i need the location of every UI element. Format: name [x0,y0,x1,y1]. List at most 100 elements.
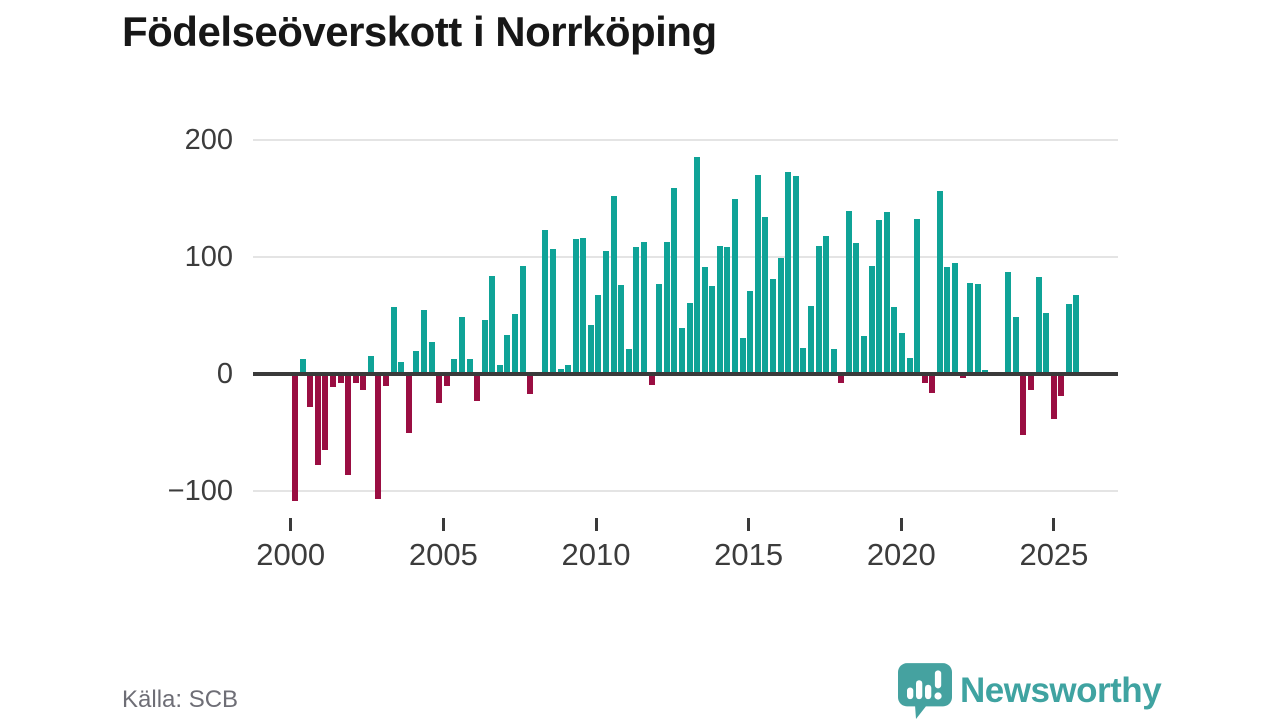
bar [398,362,405,374]
bar [967,282,974,374]
bar [420,309,427,374]
bar [777,257,784,374]
bar [641,241,647,374]
zero-axis-line [253,372,1118,376]
newsworthy-logo-text: Newsworthy [960,671,1162,710]
bar [542,229,549,374]
bar [883,212,890,374]
bar [800,348,807,374]
bar [610,195,617,374]
bar [709,286,716,374]
bar [292,374,298,501]
bar [1065,303,1072,374]
bar [1058,374,1065,397]
bar [792,175,799,374]
x-axis-tick [747,518,751,531]
bar [383,374,390,386]
bar [1035,276,1042,374]
bar [413,350,420,374]
bar [906,357,913,374]
bar [1012,316,1019,374]
bar [815,246,822,374]
bar [565,364,572,374]
y-axis-tick-label: 200 [184,123,233,156]
bar [861,336,868,374]
bar [694,157,701,374]
bar [618,284,625,374]
bar [329,374,336,387]
bar [443,374,450,386]
bar [587,324,594,374]
bar [678,328,685,374]
bar [914,219,921,374]
bar [345,374,352,475]
newsworthy-logo-icon [898,663,952,720]
bar [1050,374,1057,419]
bar [747,290,754,374]
bar [785,172,792,374]
bar [1020,374,1027,435]
bar [527,374,534,394]
bar [898,332,905,374]
bar [807,306,814,374]
bar [686,302,693,374]
bar [458,316,465,374]
bar [944,267,951,374]
bar [663,241,670,374]
bar [952,262,959,374]
x-axis-tick-label: 2015 [714,537,784,572]
bar [936,191,943,374]
bar [633,247,640,374]
bar [1027,374,1034,391]
bar [845,211,852,374]
bar [504,335,511,374]
bar [701,267,708,374]
bar [595,295,602,374]
newsworthy-logo: Newsworthy [898,663,1162,720]
bar [762,216,769,374]
y-axis-tick-label: 0 [216,358,233,390]
bar [512,314,519,374]
bar [891,307,898,374]
bar [519,266,526,374]
bar [656,283,663,374]
x-axis-tick [441,518,445,531]
bar [367,356,374,374]
bar [557,369,564,374]
bar [405,374,412,433]
bar [853,242,860,374]
bar [436,374,443,404]
bar [929,374,936,393]
bar [868,266,875,374]
bar [754,174,761,374]
bar [481,320,488,374]
bar [474,374,481,401]
bar [823,235,830,374]
gridline [253,255,1118,258]
bar [1043,313,1050,374]
bar [671,187,678,374]
x-axis-tick [289,518,293,531]
bar [375,374,382,500]
bar [1073,295,1080,374]
bar [580,238,587,374]
bar [830,349,837,374]
bar [489,275,496,374]
bar [739,337,746,374]
bar [648,374,655,385]
bar [352,374,359,384]
bar [549,248,556,374]
bar [724,247,731,374]
x-axis-tick-label: 2025 [1019,537,1089,572]
bar [1005,272,1012,374]
bar [921,374,928,384]
bar [451,358,458,374]
gridline [253,138,1118,141]
x-axis-tick-label: 2010 [561,537,631,572]
bar [466,358,473,374]
bar [732,199,739,374]
bar [299,358,306,374]
bar [307,374,314,407]
x-axis-tick-label: 2000 [256,537,326,572]
